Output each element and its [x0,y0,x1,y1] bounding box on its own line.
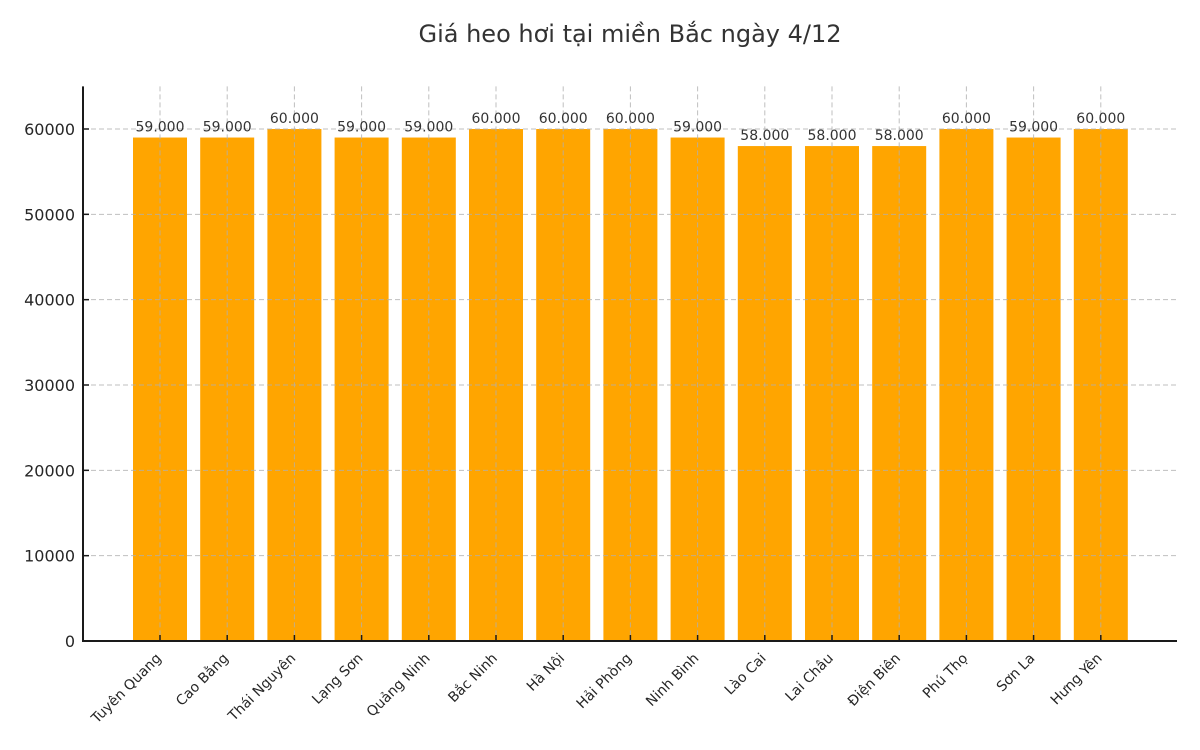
bar-value-label: 60.000 [270,111,319,127]
data-labels: 59.000 59.000 60.000 59.000 59.000 60.000 60.0… [136,111,1126,144]
bar [200,137,255,642]
bar-value-label: 59.000 [337,120,386,136]
x-tick-label: Thái Nguyên [225,651,300,726]
y-tick-label: 30000 [24,376,75,395]
x-tick-label: Hưng Yên [1048,651,1106,709]
x-tick-label: Quảng Ninh [364,651,434,721]
y-tick-label: 0 [65,632,75,651]
x-tick-label: Ninh Bình [643,651,702,710]
y-tick-label: 50000 [24,205,75,224]
bar-value-label: 60.000 [606,111,655,127]
chart-title: Giá heo hơi tại miền Bắc ngày 4/12 [418,20,842,48]
axes: 0 10000 20000 30000 40000 50000 60000 Tuyên Qua… [24,86,1177,727]
x-tick-label: Điện Biên [845,651,904,710]
bar [133,137,187,642]
y-tick-label: 40000 [24,291,75,310]
y-tick-label: 60000 [24,120,75,139]
x-tick-label: Tuyên Quang [88,651,165,728]
x-tick-label: Cao Bằng [172,650,232,710]
x-tick-label: Lào Cai [722,651,770,699]
bar [670,137,725,642]
x-tick-label: Phú Thọ [920,651,971,702]
bar-value-label: 60.000 [1076,111,1125,127]
y-tick-label: 10000 [24,547,75,566]
x-tick-label: Lạng Sơn [309,651,366,708]
x-tick-label: Hải Phòng [574,651,636,713]
x-tick-label: Sơn La [994,651,1039,696]
bar-value-label: 59.000 [136,120,185,136]
bar-value-label: 60.000 [942,111,991,127]
bar [1006,137,1061,642]
y-tick-label: 20000 [24,461,75,480]
bar-value-label: 58.000 [808,128,857,144]
bar [401,137,456,642]
bar-value-label: 59.000 [203,120,252,136]
x-tick-label: Lai Châu [783,651,837,705]
bar-value-label: 59.000 [673,120,722,136]
bar-value-label: 58.000 [875,128,924,144]
bar-value-label: 60.000 [472,111,521,127]
bar-value-label: 60.000 [539,111,588,127]
bar [334,137,389,642]
bar-value-label: 58.000 [740,128,789,144]
x-tick-label: Hà Nội [524,651,568,695]
grid-lines-overlay [83,86,1177,641]
x-tick-label: Bắc Ninh [445,650,501,706]
bar-value-label: 59.000 [1009,120,1058,136]
bar-value-label: 59.000 [404,120,453,136]
